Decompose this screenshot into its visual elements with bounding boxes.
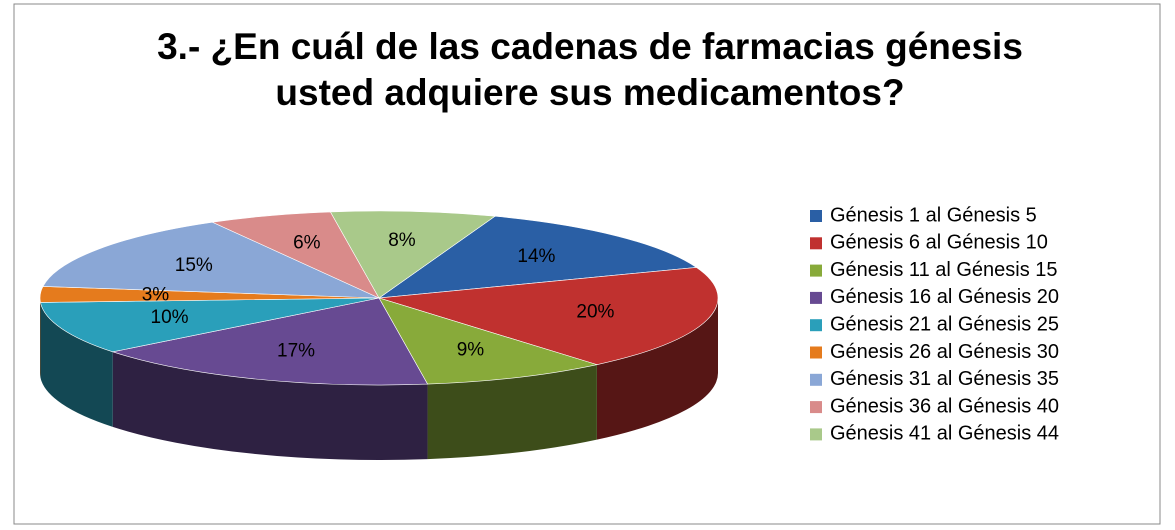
pie-slice — [111, 297, 429, 386]
legend-swatch — [810, 428, 822, 441]
legend-swatch — [810, 237, 822, 250]
pie-slice — [211, 211, 380, 299]
data-label: 9% — [457, 339, 485, 360]
pie-side — [112, 351, 428, 460]
legend-label: Génesis 6 al Génesis 10 — [830, 232, 1048, 254]
pie-slice — [378, 267, 719, 365]
data-label: 17% — [277, 340, 315, 361]
data-label: 10% — [151, 307, 189, 328]
chart-title: 3.- ¿En cuál de las cadenas de farmacias… — [157, 26, 1023, 113]
pie-side — [427, 364, 597, 460]
legend-label: Génesis 41 al Génesis 44 — [830, 423, 1059, 445]
legend-swatch — [810, 373, 822, 386]
pie-slice — [378, 297, 599, 385]
pie-slice — [42, 221, 380, 299]
legend-swatch — [810, 210, 822, 222]
legend-swatch — [810, 346, 822, 359]
data-label: 14% — [517, 246, 555, 267]
legend-swatch — [810, 291, 822, 304]
legend-swatch — [810, 401, 822, 414]
legend-label: Génesis 31 al Génesis 35 — [830, 368, 1059, 390]
pie-side — [40, 302, 113, 427]
legend-label: Génesis 16 al Génesis 20 — [830, 286, 1059, 308]
data-label: 8% — [388, 230, 416, 251]
legend-swatch — [810, 319, 822, 332]
pie-side — [596, 298, 718, 440]
pie-slice — [377, 215, 698, 299]
legend-label: Génesis 36 al Génesis 40 — [830, 395, 1059, 417]
legend-label: Génesis 11 al Génesis 15 — [830, 259, 1058, 281]
data-label: 6% — [293, 233, 321, 254]
legend-label: Génesis 1 al Génesis 5 — [830, 204, 1037, 226]
data-label: 20% — [576, 302, 614, 323]
legend-label: Génesis 21 al Génesis 25 — [830, 313, 1059, 335]
legend-label: Génesis 26 al Génesis 30 — [830, 341, 1059, 363]
data-label: 15% — [175, 255, 213, 276]
pie-slice — [329, 210, 496, 299]
data-label: 3% — [142, 285, 170, 306]
pie-slice — [40, 297, 380, 353]
legend-swatch — [810, 264, 822, 277]
